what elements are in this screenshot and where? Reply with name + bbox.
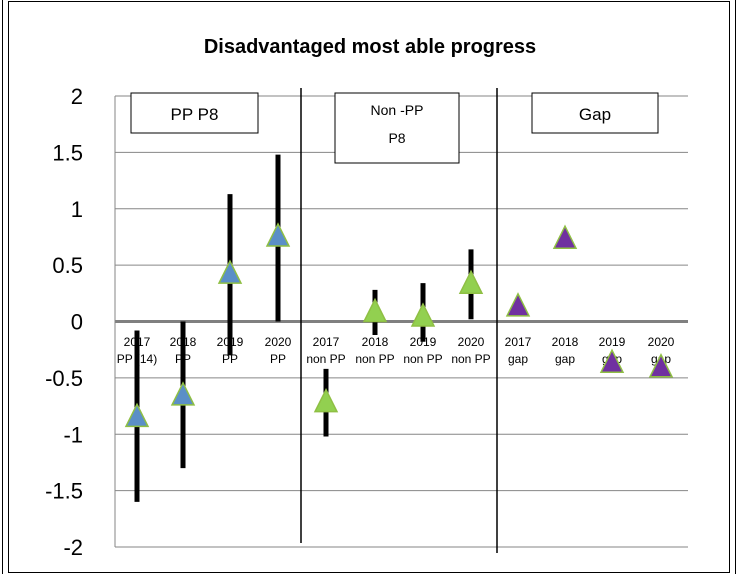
y-tick-label: -1 — [63, 422, 83, 447]
data-point-triangle — [410, 302, 436, 327]
data-point-triangle — [505, 292, 531, 317]
category-label: 2019 non PP — [403, 335, 442, 366]
chart-border — [8, 1, 730, 573]
category-label: 2018 gap — [552, 335, 579, 366]
panel-label-frame — [130, 92, 259, 134]
y-axis-ticks: 2 1.5 1 0.5 0 -0.5 -1 -1.5 -2 — [45, 84, 83, 560]
category-label-year: 2018 — [170, 335, 197, 349]
panel-label-box: PP P8 — [130, 92, 259, 134]
data-point-triangle — [599, 348, 625, 373]
category-label-group: non PP — [306, 352, 345, 366]
panel-label-box: Gap — [531, 92, 659, 134]
data-point-triangle — [313, 388, 339, 413]
category-label-group: PP (14) — [117, 352, 157, 366]
data-point-triangle — [170, 381, 196, 406]
category-label-year: 2017 — [505, 335, 532, 349]
y-tick-label: 1 — [71, 197, 83, 222]
data-point-triangle — [552, 224, 578, 249]
category-label: 2017 non PP — [306, 335, 345, 366]
category-label-year: 2019 — [599, 335, 626, 349]
category-label: 2017 PP (14) — [117, 335, 157, 366]
data-markers — [124, 222, 674, 428]
panel-dividers — [300, 88, 498, 553]
panel-label-text: Gap — [579, 105, 611, 124]
category-label-year: 2017 — [124, 335, 151, 349]
category-label-group: non PP — [355, 352, 394, 366]
category-label-group: PP — [175, 352, 191, 366]
category-label-group: non PP — [451, 352, 490, 366]
category-label-year: 2017 — [313, 335, 340, 349]
data-point-triangle — [458, 269, 484, 295]
category-label-group: gap — [555, 352, 575, 366]
category-label: 2017 gap — [505, 335, 532, 366]
category-label-year: 2018 — [552, 335, 579, 349]
category-label-group: gap — [508, 352, 528, 366]
category-label-year: 2018 — [362, 335, 389, 349]
category-label: 2018 PP — [170, 335, 197, 366]
chart-title: Disadvantaged most able progress — [204, 36, 536, 58]
category-label-year: 2020 — [458, 335, 485, 349]
data-point-triangle — [124, 402, 150, 428]
category-label-group: PP — [270, 352, 286, 366]
data-point-triangle — [265, 222, 291, 247]
category-label-year: 2019 — [410, 335, 437, 349]
category-label-year: 2020 — [265, 335, 292, 349]
category-label-year: 2019 — [217, 335, 244, 349]
panel-label-text: P8 — [388, 130, 405, 146]
category-label-year: 2020 — [648, 335, 675, 349]
panel-label-frame — [531, 92, 659, 134]
y-tick-label: 1.5 — [52, 140, 83, 165]
data-point-triangle — [217, 259, 243, 284]
data-point-triangle — [648, 353, 674, 378]
y-tick-label: 2 — [71, 84, 83, 109]
category-label-group: non PP — [403, 352, 442, 366]
category-label: 2020 non PP — [451, 335, 490, 366]
panel-labels: PP P8 Non -PP P8 Gap — [130, 92, 659, 164]
y-tick-label: -1.5 — [45, 479, 83, 504]
y-tick-label: -0.5 — [45, 366, 83, 391]
y-tick-label: -2 — [63, 535, 83, 560]
category-label: 2019 PP — [217, 335, 244, 366]
panel-label-text: PP P8 — [171, 105, 219, 124]
category-label: 2018 non PP — [355, 335, 394, 366]
data-point-triangle — [362, 297, 388, 323]
panel-label-frame — [334, 92, 460, 164]
y-tick-label: 0 — [71, 310, 83, 335]
category-label-group: PP — [222, 352, 238, 366]
panel-label-text: Non -PP — [371, 102, 424, 118]
y-tick-label: 0.5 — [52, 253, 83, 278]
category-label: 2020 PP — [265, 335, 292, 366]
panel-label-box: Non -PP P8 — [334, 92, 460, 164]
